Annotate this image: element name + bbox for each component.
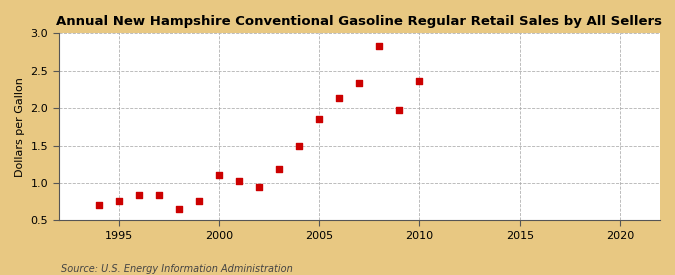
Point xyxy=(214,172,225,177)
Y-axis label: Dollars per Gallon: Dollars per Gallon xyxy=(15,77,25,177)
Point xyxy=(93,202,104,207)
Point xyxy=(314,116,325,121)
Point xyxy=(374,44,385,48)
Text: Source: U.S. Energy Information Administration: Source: U.S. Energy Information Administ… xyxy=(61,264,292,274)
Point xyxy=(354,81,364,85)
Point xyxy=(414,79,425,83)
Point xyxy=(234,178,244,183)
Point xyxy=(334,95,345,100)
Point xyxy=(254,185,265,189)
Point xyxy=(394,108,405,112)
Point xyxy=(294,144,304,148)
Point xyxy=(173,207,184,211)
Point xyxy=(194,199,205,203)
Point xyxy=(134,193,144,197)
Point xyxy=(153,193,164,197)
Point xyxy=(113,199,124,203)
Point xyxy=(274,167,285,172)
Title: Annual New Hampshire Conventional Gasoline Regular Retail Sales by All Sellers: Annual New Hampshire Conventional Gasoli… xyxy=(56,15,662,28)
